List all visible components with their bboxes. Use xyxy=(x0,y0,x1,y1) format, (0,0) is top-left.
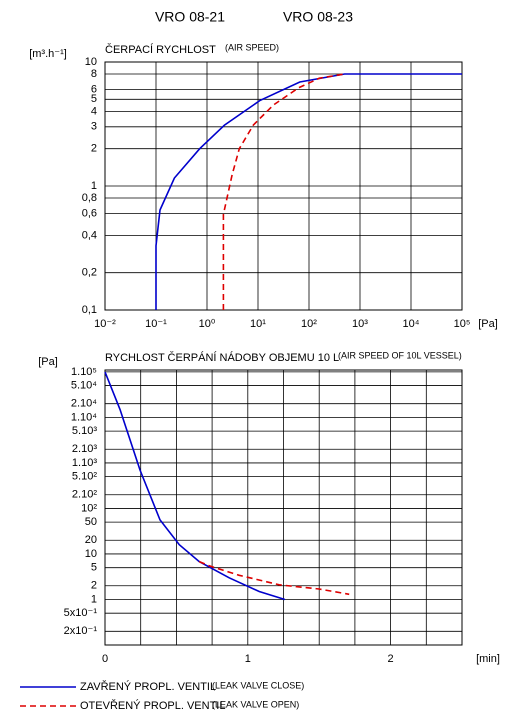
y-tick-label: 1.10³ xyxy=(72,457,97,469)
chart-subtitle: (AIR SPEED) xyxy=(225,42,279,52)
y-tick-label: 3 xyxy=(91,121,97,133)
x-tick-label: 10² xyxy=(301,318,317,330)
legend-note: (LEAK VALVE OPEN) xyxy=(212,699,299,709)
legend-label: OTEVŘENÝ PROPL. VENTIL xyxy=(80,699,225,712)
x-tick-label: 10⁰ xyxy=(199,318,216,330)
header-title: VRO 08-21 xyxy=(155,9,225,25)
chart-title: RYCHLOST ČERPÁNÍ NÁDOBY OBJEMU 10 L xyxy=(105,351,339,364)
y-tick-label: 2.10² xyxy=(72,489,97,501)
y-tick-label: 0,6 xyxy=(82,207,97,219)
y-tick-label: 0,4 xyxy=(82,229,97,241)
y-tick-label: 1.10⁵ xyxy=(71,366,97,378)
header-title: VRO 08-23 xyxy=(283,9,353,25)
y-tick-label: 0,1 xyxy=(82,304,97,316)
x-tick-label: 10⁻¹ xyxy=(145,318,167,330)
y-axis-label: [m³.h⁻¹] xyxy=(29,48,67,60)
y-tick-label: 2 xyxy=(91,580,97,592)
y-tick-label: 10² xyxy=(81,502,97,514)
y-tick-label: 1.10⁴ xyxy=(71,411,97,423)
x-tick-label: 10⁴ xyxy=(403,318,420,330)
y-tick-label: 1 xyxy=(91,593,97,605)
x-tick-label: 2 xyxy=(388,653,394,665)
series-line xyxy=(198,560,350,596)
y-tick-label: 4 xyxy=(91,105,97,117)
y-tick-label: 1 xyxy=(91,180,97,192)
y-tick-label: 2x10⁻¹ xyxy=(64,625,98,637)
y-tick-label: 50 xyxy=(85,516,97,528)
y-tick-label: 6 xyxy=(91,83,97,95)
y-tick-label: 2.10³ xyxy=(72,443,97,455)
series-line xyxy=(104,371,286,601)
chart-subtitle: (AIR SPEED OF 10L VESSEL) xyxy=(338,350,462,360)
y-tick-label: 0,2 xyxy=(82,267,97,279)
series-line xyxy=(222,73,345,310)
x-axis-label: [Pa] xyxy=(478,318,498,330)
legend-note: (LEAK VALVE CLOSE) xyxy=(212,680,304,690)
y-tick-label: 5 xyxy=(91,562,97,574)
x-tick-label: 10⁻² xyxy=(94,318,116,330)
x-axis-label: [min] xyxy=(476,653,500,665)
y-tick-label: 5x10⁻¹ xyxy=(64,607,98,619)
y-axis-label: [Pa] xyxy=(38,356,58,368)
y-tick-label: 20 xyxy=(85,534,97,546)
y-tick-label: 5.10² xyxy=(72,471,97,483)
legend-label: ZAVŘENÝ PROPL. VENTIL xyxy=(80,680,216,693)
x-tick-label: 0 xyxy=(102,653,108,665)
y-tick-label: 8 xyxy=(91,68,97,80)
y-tick-label: 2.10⁴ xyxy=(71,398,97,410)
y-tick-label: 10 xyxy=(85,548,97,560)
x-tick-label: 10⁵ xyxy=(454,318,471,330)
x-tick-label: 1 xyxy=(245,653,251,665)
y-tick-label: 5.10⁴ xyxy=(71,379,97,391)
y-tick-label: 2 xyxy=(91,143,97,155)
x-tick-label: 10¹ xyxy=(250,318,266,330)
y-tick-label: 0,8 xyxy=(82,192,97,204)
y-tick-label: 5.10³ xyxy=(72,425,97,437)
x-tick-label: 10³ xyxy=(352,318,368,330)
y-tick-label: 5 xyxy=(91,93,97,105)
chart-title: ČERPACÍ RYCHLOST xyxy=(105,43,216,56)
y-tick-label: 10 xyxy=(85,56,97,68)
